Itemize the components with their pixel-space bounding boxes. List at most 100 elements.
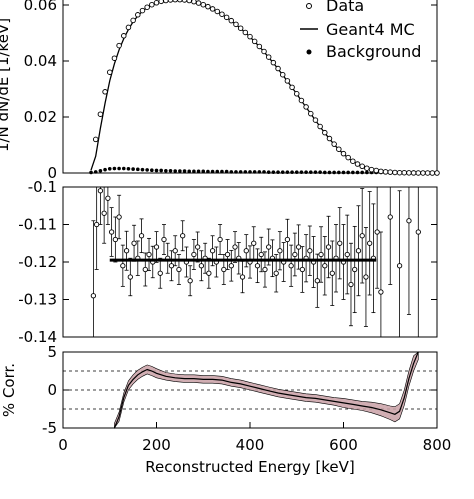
background-point xyxy=(159,168,163,173)
mid-point xyxy=(325,244,332,250)
legend-label-background: Background xyxy=(326,42,421,61)
mid-point xyxy=(378,289,384,295)
data-point xyxy=(270,59,277,66)
background-point xyxy=(313,170,318,174)
data-point xyxy=(144,4,150,10)
data-point xyxy=(233,21,239,28)
data-point xyxy=(322,129,328,136)
top-ytick-label: 0.04 xyxy=(24,52,57,70)
top-ytick-label: 0.06 xyxy=(24,0,57,14)
data-point xyxy=(242,29,249,36)
mid-point xyxy=(221,266,227,273)
mid-point xyxy=(292,251,298,258)
background-point xyxy=(89,170,93,175)
mid-ytick-label: -0.1 xyxy=(28,178,57,196)
bottom-xtick-label: 0 xyxy=(58,436,68,454)
top-ylabel: 1/N dN/dE [1/keV] xyxy=(0,18,12,152)
data-point xyxy=(228,17,235,24)
background-point xyxy=(126,167,131,171)
data-point xyxy=(424,170,431,176)
mid-point xyxy=(344,251,350,258)
mid-point xyxy=(284,236,291,243)
bottom-xtick-label: 200 xyxy=(142,436,171,454)
background-point xyxy=(346,170,350,175)
bottom-xtick-label: 800 xyxy=(423,436,452,454)
legend-label-data: Data xyxy=(326,0,364,15)
background-point xyxy=(182,169,187,173)
background-point xyxy=(187,169,192,174)
background-point xyxy=(266,170,271,174)
mid-point xyxy=(322,263,328,269)
mid-point xyxy=(314,278,320,284)
data-point xyxy=(177,0,183,3)
mid-ytick-label: -0.11 xyxy=(18,216,57,234)
mid-point xyxy=(108,229,115,235)
mid-point xyxy=(105,195,111,201)
background-point xyxy=(294,170,299,174)
background-point xyxy=(164,168,168,173)
background-point xyxy=(327,170,332,175)
data-point xyxy=(97,111,104,117)
mid-point xyxy=(146,251,152,258)
mid-point xyxy=(187,278,193,284)
mid-point xyxy=(374,229,380,235)
background-point xyxy=(229,170,234,174)
mid-point xyxy=(337,240,343,246)
mid-point xyxy=(194,244,201,250)
background-point xyxy=(252,170,257,174)
mid-point xyxy=(138,233,145,239)
mid-point xyxy=(180,233,186,239)
background-point xyxy=(154,168,159,173)
data-point xyxy=(186,0,192,4)
background-point xyxy=(234,170,238,174)
background-point xyxy=(93,170,98,174)
mid-point xyxy=(157,270,163,276)
mid-point xyxy=(191,251,197,258)
data-point xyxy=(247,33,253,40)
data-point xyxy=(251,38,258,45)
top-panel: 0.06 0.04 0.02 0 xyxy=(24,0,440,182)
mid-point xyxy=(127,274,133,280)
data-point xyxy=(121,33,127,39)
background-point xyxy=(285,170,290,174)
data-point xyxy=(396,169,403,176)
background-point xyxy=(290,170,294,174)
data-point xyxy=(116,42,122,49)
data-point xyxy=(135,12,141,18)
data-point xyxy=(373,167,379,174)
data-point xyxy=(392,169,398,176)
data-point xyxy=(106,69,113,75)
data-point xyxy=(92,136,99,143)
mid-point xyxy=(318,251,324,258)
background-point xyxy=(276,170,280,174)
data-point xyxy=(289,84,295,91)
data-point xyxy=(205,3,211,10)
mid-point xyxy=(367,240,373,246)
background-point xyxy=(243,170,248,174)
data-point xyxy=(368,166,375,173)
data-point xyxy=(275,65,281,72)
mid-point xyxy=(387,214,393,220)
middle-panel: -0.1 -0.11 -0.12 -0.13 -0.14 xyxy=(18,178,437,346)
bottom-ytick-label: -5 xyxy=(42,419,57,437)
mid-point xyxy=(198,263,205,269)
mid-point xyxy=(254,263,261,269)
background-point xyxy=(192,169,196,174)
data-point xyxy=(336,146,342,152)
x-axis-label: Reconstructed Energy [keV] xyxy=(145,458,355,476)
bottom-xtick-label: 400 xyxy=(236,436,265,454)
data-point xyxy=(284,78,291,84)
mid-ytick-label: -0.14 xyxy=(18,328,57,346)
background-point xyxy=(304,170,308,174)
data-point xyxy=(387,169,394,175)
data-point xyxy=(167,0,174,3)
data-point xyxy=(359,163,365,170)
background-point xyxy=(210,169,215,174)
background-point xyxy=(215,169,220,174)
mid-point xyxy=(172,248,178,254)
background-point xyxy=(196,169,201,174)
background-point xyxy=(323,170,327,175)
mid-point xyxy=(243,248,249,254)
data-point xyxy=(200,1,206,8)
data-point xyxy=(382,169,389,175)
